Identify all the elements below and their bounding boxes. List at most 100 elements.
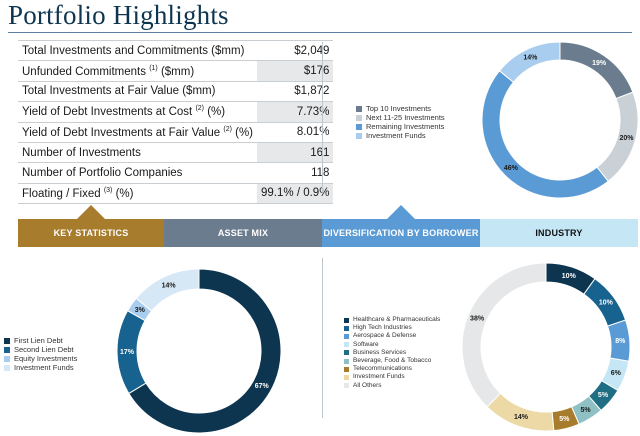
key-statistics-pointer — [77, 205, 105, 219]
legend-entry: Healthcare & Pharmaceuticals — [344, 316, 440, 324]
legend-label: Software — [353, 340, 379, 348]
slice-data-label: 6% — [611, 370, 622, 377]
band-industry: INDUSTRY — [480, 219, 638, 247]
legend-label: Next 11-25 Investments — [366, 113, 445, 122]
legend-label: Healthcare & Pharmaceuticals — [353, 316, 441, 323]
slice-data-label: 67% — [255, 383, 270, 390]
legend-entry: Software — [344, 341, 440, 349]
legend-entry: Next 11-25 Investments — [356, 113, 445, 122]
stat-label: Unfunded Commitments (1) ($mm) — [18, 60, 258, 82]
asset-mix-donut-chart: 67% 17% 3% 14% — [116, 268, 282, 434]
stat-row: Number of Investments 161 — [18, 142, 334, 164]
stat-value: 7.73% — [257, 101, 334, 123]
stat-value: $1,872 — [257, 81, 334, 103]
asset-mix-legend: First Lien Debt Second Lien Debt Equity In… — [4, 336, 77, 372]
diversification-pointer — [387, 205, 415, 219]
legend-swatch — [356, 123, 362, 130]
stat-label: Total Investments and Commitments ($mm) — [18, 39, 258, 62]
slice-data-label: 14% — [523, 55, 538, 62]
slice-data-label: 10% — [599, 299, 614, 306]
legend-entry: Top 10 Investments — [356, 104, 445, 113]
legend-swatch — [344, 383, 349, 389]
legend-swatch — [4, 346, 10, 353]
footnote-marker: (1) — [149, 64, 158, 72]
donut-slice — [128, 268, 282, 434]
slice-data-label: 19% — [592, 60, 607, 67]
stat-value: 161 — [257, 142, 334, 164]
legend-swatch — [344, 358, 349, 364]
legend-swatch — [344, 342, 349, 348]
slice-data-label: 17% — [120, 349, 135, 356]
legend-swatch — [4, 364, 10, 371]
slice-data-label: 20% — [619, 135, 634, 142]
legend-label: First Lien Debt — [14, 336, 63, 345]
slice-data-label: 14% — [514, 414, 529, 421]
stat-label: Floating / Fixed (3) (%) — [18, 183, 258, 205]
stat-row: Total Investments and Commitments ($mm) $… — [18, 39, 334, 62]
legend-entry: Investment Funds — [344, 373, 440, 381]
legend-label: Aerospace & Defense — [353, 332, 417, 340]
slice-data-label: 3% — [135, 307, 146, 314]
legend-label: Beverage, Food & Tobacco — [353, 357, 432, 365]
stat-value: $2,049 — [257, 39, 334, 62]
legend-swatch — [344, 317, 349, 323]
stat-row: Yield of Debt Investments at Cost (2) (%… — [18, 101, 334, 123]
legend-label: Investment Funds — [14, 363, 74, 372]
industry-legend: Healthcare & Pharmaceuticals High Tech In… — [344, 316, 440, 390]
legend-swatch — [344, 334, 349, 339]
legend-swatch — [356, 132, 362, 139]
stat-row: Total Investments at Fair Value ($mm) $1,… — [18, 81, 334, 103]
legend-swatch — [4, 355, 10, 362]
footnote-marker: (2) — [223, 125, 232, 133]
slice-data-label: 46% — [504, 165, 519, 172]
legend-entry: Equity Investments — [4, 354, 77, 363]
legend-label: Telecommunications — [353, 365, 412, 373]
legend-entry: All Others — [344, 382, 440, 390]
legend-swatch — [344, 375, 349, 381]
legend-label: Equity Investments — [14, 354, 78, 363]
donut-slice — [135, 268, 200, 312]
slice-data-label: 38% — [470, 316, 485, 323]
stat-label: Yield of Debt Investments at Cost (2) (%… — [18, 101, 258, 123]
band-asset-mix: ASSET MIX — [164, 219, 322, 247]
slice-data-label: 10% — [562, 273, 577, 280]
stat-label: Total Investments at Fair Value ($mm) — [18, 81, 258, 103]
legend-entry: Beverage, Food & Tobacco — [344, 357, 440, 365]
legend-swatch — [344, 325, 349, 331]
legend-entry: Second Lien Debt — [4, 345, 77, 354]
legend-label: Business Services — [353, 348, 407, 356]
legend-label: All Others — [353, 381, 382, 389]
band-diversification: DIVERSIFICATION BY BORROWER — [322, 219, 480, 247]
legend-label: Top 10 Investments — [366, 104, 432, 113]
vertical-divider-top — [322, 42, 323, 192]
legend-swatch — [344, 366, 349, 372]
legend-label: Remaining Investments — [366, 122, 445, 131]
footnote-marker: (2) — [195, 105, 205, 113]
legend-label: Second Lien Debt — [14, 345, 74, 354]
donut-slice — [481, 70, 609, 199]
legend-entry: First Lien Debt — [4, 336, 77, 345]
band-key-statistics: KEY STATISTICS — [18, 219, 164, 247]
stat-row: Yield of Debt Investments at Fair Value … — [18, 122, 334, 143]
legend-swatch — [356, 114, 362, 121]
slice-data-label: 5% — [581, 407, 592, 414]
slice-data-label: 5% — [598, 392, 609, 399]
donut-slice — [486, 392, 555, 432]
legend-swatch — [356, 105, 362, 112]
legend-entry: Business Services — [344, 349, 440, 357]
legend-entry: Aerospace & Defense — [344, 332, 440, 340]
legend-entry: Investment Funds — [356, 131, 445, 140]
key-statistics-table: Total Investments and Commitments ($mm) $… — [18, 39, 334, 205]
footnote-marker: (3) — [103, 187, 113, 195]
stat-label: Number of Investments — [18, 142, 258, 164]
donut-slice — [461, 262, 547, 408]
legend-label: Investment Funds — [366, 131, 426, 140]
stat-label: Yield of Debt Investments at Fair Value … — [18, 122, 258, 143]
legend-swatch — [4, 337, 10, 344]
donut-slice — [498, 41, 561, 83]
stat-row: Number of Portfolio Companies 118 — [18, 162, 334, 184]
legend-entry: Investment Funds — [4, 363, 77, 372]
borrower-donut-chart: 19% 20% 46% 14% — [481, 41, 639, 199]
stat-value: 118 — [257, 162, 334, 184]
stat-value: $176 — [257, 60, 334, 82]
